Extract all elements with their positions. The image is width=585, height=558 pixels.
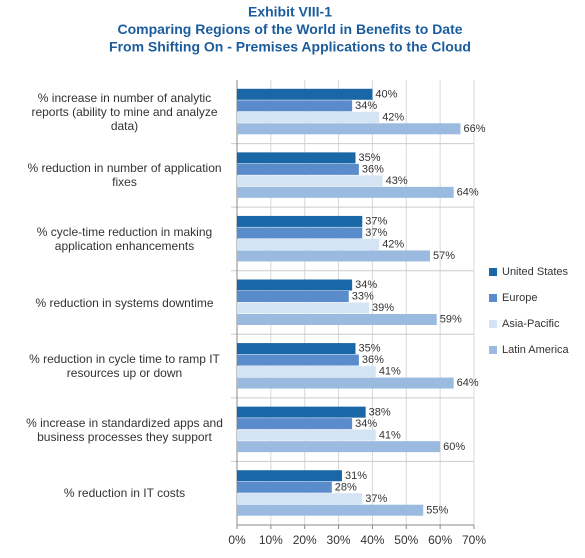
bar xyxy=(237,481,332,493)
value-label: 37% xyxy=(365,493,387,505)
bar xyxy=(237,123,461,135)
value-label: 28% xyxy=(335,481,357,493)
bar xyxy=(237,227,363,239)
bar xyxy=(237,470,342,482)
value-label: 39% xyxy=(372,302,394,314)
bar xyxy=(237,238,380,250)
category-label: % reduction in number of application fix… xyxy=(27,161,222,190)
value-label: 37% xyxy=(365,227,387,239)
bar xyxy=(237,163,359,175)
bar xyxy=(237,406,366,418)
legend-swatch xyxy=(489,268,497,276)
value-label: 64% xyxy=(457,187,479,199)
bar xyxy=(237,354,359,366)
value-label: 41% xyxy=(379,429,401,441)
value-label: 38% xyxy=(369,406,391,418)
bar xyxy=(237,88,373,100)
value-label: 59% xyxy=(440,314,462,326)
chart-title: Comparing Regions of the World in Benefi… xyxy=(117,21,462,37)
x-tick-label: 40% xyxy=(360,533,384,547)
legend-swatch xyxy=(489,320,497,328)
legend-swatch xyxy=(489,346,497,354)
value-label: 66% xyxy=(463,123,485,135)
bar xyxy=(237,504,424,516)
x-tick-label: 0% xyxy=(228,533,246,547)
bar xyxy=(237,279,353,291)
x-tick-label: 70% xyxy=(462,533,486,547)
legend-swatch xyxy=(489,294,497,302)
x-tick-label: 20% xyxy=(293,533,317,547)
bar xyxy=(237,100,353,112)
x-tick-label: 10% xyxy=(259,533,283,547)
value-label: 43% xyxy=(386,175,408,187)
bar xyxy=(237,250,430,262)
x-tick-label: 30% xyxy=(327,533,351,547)
value-label: 55% xyxy=(426,504,448,516)
category-label: % reduction in cycle time to ramp IT res… xyxy=(29,352,220,381)
category-label: % increase in number of analytic reports… xyxy=(31,90,218,133)
bar xyxy=(237,291,349,302)
value-label: 36% xyxy=(362,354,384,366)
bar xyxy=(237,366,376,378)
chart-title: Exhibit VIII-1 xyxy=(248,4,332,20)
value-label: 35% xyxy=(359,152,381,164)
category-label: % reduction in systems downtime xyxy=(35,295,214,310)
value-label: 42% xyxy=(382,111,404,123)
category-label: % cycle-time reduction in making applica… xyxy=(36,224,213,253)
bar xyxy=(237,302,370,314)
bar xyxy=(237,175,383,187)
category-label: % increase in standardized apps and busi… xyxy=(26,415,223,444)
value-label: 64% xyxy=(457,377,479,389)
bar xyxy=(237,215,363,227)
legend-label: Latin America xyxy=(502,344,570,356)
value-label: 34% xyxy=(355,418,377,430)
legend-label: Asia-Pacific xyxy=(502,318,560,330)
bar xyxy=(237,111,380,123)
value-label: 60% xyxy=(443,441,465,453)
value-label: 37% xyxy=(365,216,387,228)
value-label: 41% xyxy=(379,366,401,378)
chart-title: From Shifting On - Premises Applications… xyxy=(109,39,471,55)
value-label: 33% xyxy=(352,291,374,303)
value-label: 57% xyxy=(433,250,455,262)
value-label: 34% xyxy=(355,279,377,291)
x-tick-label: 60% xyxy=(428,533,452,547)
legend-label: United States xyxy=(502,266,569,278)
bar xyxy=(237,186,454,198)
legend-label: Europe xyxy=(502,292,537,304)
bar xyxy=(237,418,353,430)
value-label: 31% xyxy=(345,470,367,482)
value-label: 42% xyxy=(382,239,404,251)
bar xyxy=(237,377,454,389)
value-label: 40% xyxy=(375,88,397,100)
bar xyxy=(237,343,356,355)
value-label: 35% xyxy=(359,343,381,355)
bar xyxy=(237,441,441,453)
bar xyxy=(237,493,363,505)
bar xyxy=(237,429,376,441)
category-label: % reduction in IT costs xyxy=(63,486,186,501)
value-label: 34% xyxy=(355,100,377,112)
bar xyxy=(237,314,437,325)
value-label: 36% xyxy=(362,164,384,176)
bar xyxy=(237,152,356,164)
x-tick-label: 50% xyxy=(394,533,418,547)
